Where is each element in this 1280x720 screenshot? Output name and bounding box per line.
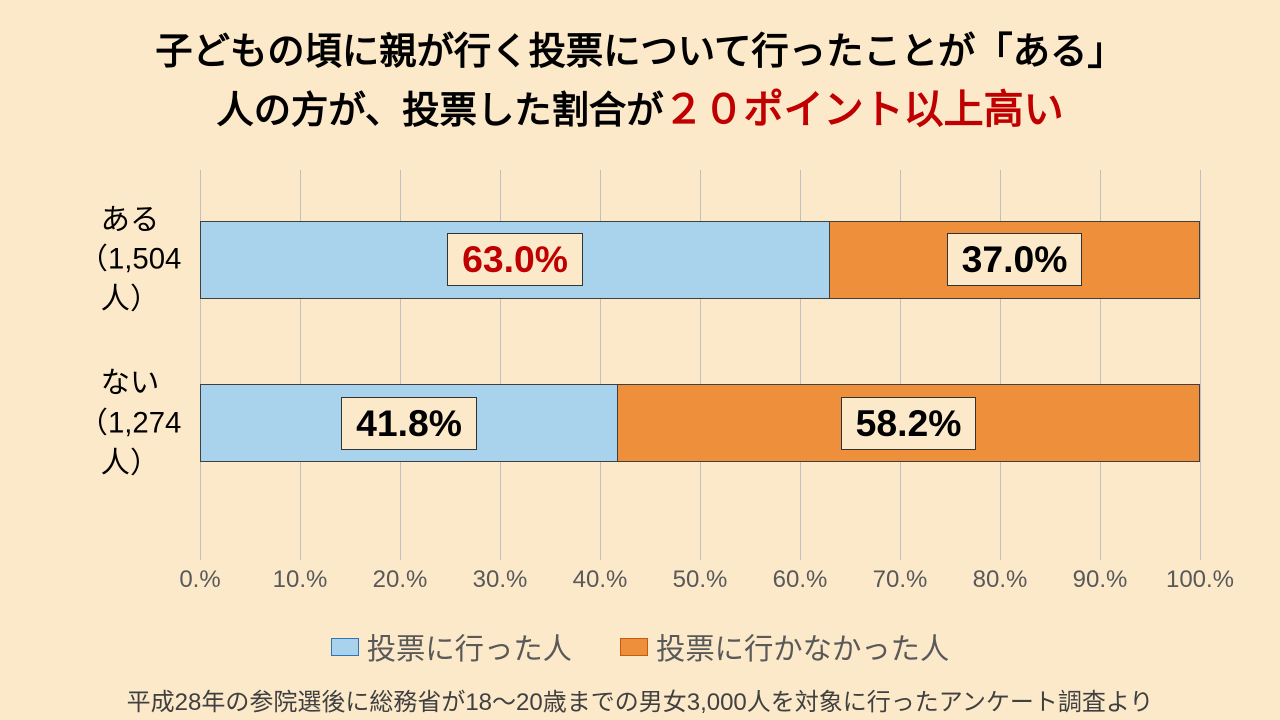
title-line-2-highlight: ２０ポイント以上高い bbox=[664, 88, 1064, 132]
x-tick-label: 100.% bbox=[1166, 566, 1234, 594]
chart-area: ある （1,504人） 63.0% 37.0% ない （1,274人） 41.8% 58.2%… bbox=[60, 170, 1220, 620]
plot-area: ある（1,504人）63.0%37.0%ない（1,274人）41.8%58.2% bbox=[200, 170, 1200, 560]
y-axis-label: ない （1,274人） bbox=[60, 364, 200, 483]
x-tick-label: 0.% bbox=[179, 566, 220, 594]
y-axis-label: ある （1,504人） bbox=[60, 200, 200, 319]
title-line-2-prefix: 人の方が、投票した割合が bbox=[216, 89, 663, 131]
bar-value-label: 41.8% bbox=[341, 397, 477, 450]
bar-value-label: 37.0% bbox=[947, 233, 1083, 286]
legend-item: 投票に行かなかった人 bbox=[620, 626, 949, 668]
legend-swatch bbox=[620, 638, 648, 656]
x-tick-label: 50.% bbox=[673, 566, 728, 594]
bar-row: ある（1,504人）63.0%37.0% bbox=[200, 221, 1200, 299]
legend-item: 投票に行った人 bbox=[331, 626, 572, 668]
bar-value-label: 63.0% bbox=[447, 233, 583, 286]
y-label-line2: （1,274人） bbox=[79, 407, 182, 480]
source-note: 平成28年の参院選後に総務省が18～20歳までの男女3,000人を対象に行ったア… bbox=[40, 682, 1240, 717]
y-label-line1: ない bbox=[101, 367, 160, 400]
title-block: 子どもの頃に親が行く投票について行ったことが「ある」 人の方が、投票した割合が２… bbox=[40, 24, 1240, 140]
x-tick-label: 20.% bbox=[373, 566, 428, 594]
title-line-1: 子どもの頃に親が行く投票について行ったことが「ある」 bbox=[40, 24, 1240, 80]
legend: 投票に行った人 投票に行かなかった人 bbox=[40, 626, 1240, 668]
x-tick-label: 60.% bbox=[773, 566, 828, 594]
bar-segment: 41.8% bbox=[200, 384, 618, 462]
y-label-line2: （1,504人） bbox=[79, 243, 182, 316]
bar-row: ない（1,274人）41.8%58.2% bbox=[200, 384, 1200, 462]
gridline bbox=[1200, 170, 1201, 560]
x-tick-label: 40.% bbox=[573, 566, 628, 594]
slide-page: 子どもの頃に親が行く投票について行ったことが「ある」 人の方が、投票した割合が２… bbox=[0, 0, 1280, 720]
title-line-2: 人の方が、投票した割合が２０ポイント以上高い bbox=[40, 80, 1240, 140]
x-tick-label: 90.% bbox=[1073, 566, 1128, 594]
legend-swatch bbox=[331, 638, 359, 656]
x-tick-label: 80.% bbox=[973, 566, 1028, 594]
y-label-line1: ある bbox=[101, 203, 160, 236]
legend-label: 投票に行った人 bbox=[367, 626, 572, 668]
x-tick-label: 70.% bbox=[873, 566, 928, 594]
bar-segment: 37.0% bbox=[830, 221, 1200, 299]
x-tick-label: 10.% bbox=[273, 566, 328, 594]
bar-value-label: 58.2% bbox=[841, 397, 977, 450]
legend-label: 投票に行かなかった人 bbox=[656, 626, 949, 668]
bar-segment: 58.2% bbox=[618, 384, 1200, 462]
x-axis-ticks: 0.%10.%20.%30.%40.%50.%60.%70.%80.%90.%1… bbox=[200, 566, 1200, 590]
bar-segment: 63.0% bbox=[200, 221, 830, 299]
x-tick-label: 30.% bbox=[473, 566, 528, 594]
